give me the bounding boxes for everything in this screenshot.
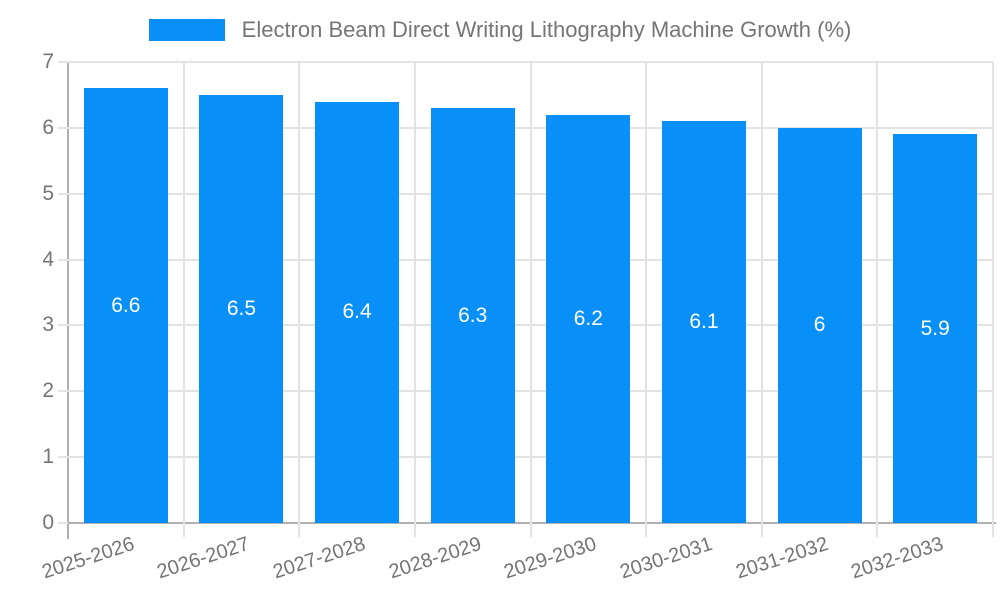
bar: 6.3	[430, 108, 515, 523]
bar: 6	[777, 127, 862, 523]
x-axis-tick	[529, 523, 532, 537]
y-axis-line	[67, 62, 69, 539]
bar: 6.5	[199, 94, 284, 523]
bar-value-label: 6.6	[111, 293, 141, 317]
gridline-vertical	[298, 62, 301, 523]
gridline-vertical	[645, 62, 648, 523]
y-axis-tick	[58, 390, 68, 393]
x-axis-tick	[760, 523, 763, 537]
y-axis-tick	[58, 258, 68, 261]
bar-value-label: 6.5	[226, 296, 257, 320]
y-tick-label: 7	[42, 50, 54, 73]
x-axis-tick	[413, 523, 416, 537]
x-axis-tick	[876, 523, 879, 537]
y-tick-label: 0	[42, 511, 54, 534]
x-axis-tick	[298, 523, 301, 537]
y-tick-label: 6	[42, 115, 54, 139]
bar: 5.9	[893, 134, 978, 523]
bar-value-label: 6.4	[342, 300, 372, 324]
x-axis-tick	[645, 523, 648, 537]
y-tick-label: 5	[42, 181, 54, 205]
bar-value-label: 6.2	[573, 306, 603, 330]
bar-value-label: 6.1	[689, 310, 719, 334]
y-axis-tick	[58, 456, 68, 459]
bar: 6.2	[546, 114, 631, 523]
y-tick-label: 2	[42, 379, 54, 403]
y-axis-tick	[58, 61, 68, 63]
y-axis-tick	[58, 192, 68, 195]
bar: 6.6	[83, 88, 168, 523]
bar-value-label: 6.3	[458, 303, 488, 327]
gridline-vertical	[760, 62, 763, 523]
bar: 6.1	[661, 121, 746, 523]
y-tick-label: 1	[42, 445, 54, 469]
bar-value-label: 6	[813, 313, 826, 337]
y-axis-tick	[58, 324, 68, 327]
bar: 6.4	[315, 101, 400, 523]
gridline-vertical	[876, 62, 879, 523]
y-tick-label: 3	[42, 313, 54, 337]
x-axis-line	[68, 522, 996, 524]
y-axis-tick	[58, 126, 68, 129]
x-axis-tick	[992, 523, 994, 537]
legend-label: Electron Beam Direct Writing Lithography…	[241, 17, 852, 42]
y-axis-tick	[58, 522, 68, 524]
x-axis-tick	[182, 523, 185, 537]
gridline-vertical	[413, 62, 416, 523]
gridline-vertical	[992, 62, 994, 523]
bar-value-label: 5.9	[920, 316, 950, 340]
legend-swatch-icon[interactable]	[148, 19, 225, 41]
gridline-vertical	[182, 62, 185, 523]
gridline-vertical	[529, 62, 532, 523]
legend[interactable]: Electron Beam Direct Writing Lithography…	[0, 17, 1000, 43]
plot-area: 0 1 2 3 4 5 6 7 6.6 2025-2026 6.5 2026-2027 6.4 2027-…	[39, 50, 996, 583]
y-tick-label: 4	[42, 247, 54, 271]
